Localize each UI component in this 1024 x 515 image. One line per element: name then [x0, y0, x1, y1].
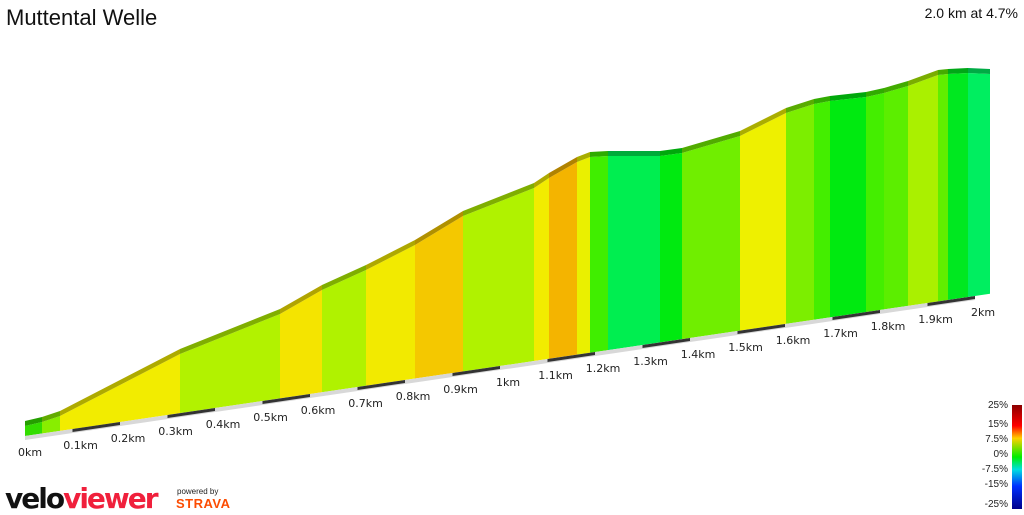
profile-segment [682, 136, 740, 340]
x-tick-label: 2km [971, 306, 995, 319]
profile-segment [908, 75, 938, 306]
profile-ridge-segment [280, 285, 322, 314]
x-tick-label: 0.2km [111, 432, 146, 445]
x-tick-label: 0km [18, 446, 42, 459]
profile-segment [322, 270, 366, 393]
legend-label: 7.5% [985, 434, 1008, 445]
profile-segment [42, 416, 60, 434]
x-tick-label: 1.4km [681, 348, 716, 361]
profile-segments [25, 73, 990, 436]
profile-ridge-segment [682, 131, 740, 153]
powered-by-label: powered by [177, 487, 219, 496]
veloviewer-logo: veloviewer [5, 482, 159, 515]
profile-ridge-segment [322, 265, 366, 290]
x-tick-label: 1.2km [586, 362, 621, 375]
x-tick-label: 1.7km [823, 327, 858, 340]
distance-axis [25, 296, 975, 440]
x-tick-label: 0.8km [396, 390, 431, 403]
x-tick-label: 1.3km [633, 355, 668, 368]
profile-ridge-segment [884, 81, 908, 93]
profile-segment [180, 314, 280, 414]
legend-label: 25% [987, 400, 1008, 411]
x-tick-label: 1.1km [538, 369, 573, 382]
legend-label: -15% [984, 479, 1008, 490]
profile-ridge-segment [830, 92, 866, 101]
profile-segment [938, 74, 948, 302]
profile-ridge-segment [534, 173, 549, 188]
profile-segment [60, 354, 180, 431]
profile-ridge-segment [577, 152, 590, 162]
profile-segment [660, 153, 682, 343]
distance-tick-labels: 0km 0.1km 0.2km 0.3km 0.4km 0.5km 0.6km 0.7km 0.… [18, 306, 995, 459]
legend-label: 0% [993, 449, 1008, 460]
profile-segment [463, 188, 534, 372]
profile-ridge-segment [590, 151, 608, 157]
profile-ridge-segment [549, 157, 577, 178]
strava-logo: STRAVA [176, 496, 231, 511]
profile-segment [366, 245, 415, 386]
profile-ridge-segment [968, 68, 990, 74]
profile-ridge-segment [938, 69, 948, 75]
profile-ridge-segment [608, 151, 660, 156]
legend-label: 15% [987, 419, 1008, 430]
profile-segment [830, 97, 866, 318]
profile-segment [534, 178, 549, 361]
x-tick-label: 1km [496, 376, 520, 389]
page-title: Muttental Welle [6, 5, 158, 30]
profile-segment [608, 156, 660, 351]
legend-label: -7.5% [981, 464, 1008, 475]
profile-ridge-segment [866, 88, 884, 97]
profile-segment [948, 73, 968, 300]
profile-segment [577, 157, 590, 355]
gradient-legend: 25% 15% 7.5% 0% -7.5% -15% -25% [960, 400, 1024, 512]
x-tick-label: 0.6km [301, 404, 336, 417]
x-tick-label: 0.3km [158, 425, 193, 438]
profile-ridge-segment [42, 411, 60, 422]
profile-ridge-segment [366, 240, 415, 270]
profile-ridge-segment [463, 183, 534, 216]
x-tick-label: 0.7km [348, 397, 383, 410]
profile-segment [884, 86, 908, 310]
x-tick-label: 1.5km [728, 341, 763, 354]
profile-ridge-segment [415, 211, 463, 245]
profile-ridge-segment [908, 70, 938, 86]
profile-segment [25, 422, 42, 436]
x-tick-label: 0.1km [63, 439, 98, 452]
profile-ridge-segment [660, 148, 682, 156]
profile-segment [786, 104, 814, 324]
segment-summary: 2.0 km at 4.7% [924, 5, 1018, 21]
x-tick-label: 1.8km [871, 320, 906, 333]
profile-segment [280, 290, 322, 399]
profile-segment [740, 113, 786, 331]
x-tick-label: 0.9km [443, 383, 478, 396]
profile-ridge-segment [60, 349, 180, 416]
profile-segment [968, 73, 990, 298]
profile-ridge-segment [814, 96, 830, 104]
profile-segment [814, 101, 830, 320]
x-tick-label: 0.5km [253, 411, 288, 424]
profile-ridge-segment [25, 417, 42, 426]
profile-ridge-segment [786, 99, 814, 113]
gradient-color-bar [1012, 405, 1022, 509]
legend-label: -25% [984, 499, 1008, 510]
profile-segment [549, 162, 577, 359]
profile-segment [415, 216, 463, 379]
x-tick-label: 0.4km [206, 418, 241, 431]
x-tick-label: 1.9km [918, 313, 953, 326]
profile-segment [866, 93, 884, 313]
profile-ridge [25, 68, 990, 426]
x-tick-label: 1.6km [776, 334, 811, 347]
profile-ridge-segment [740, 108, 786, 136]
profile-ridge-segment [180, 309, 280, 354]
profile-segment [590, 156, 608, 353]
profile-ridge-segment [948, 68, 968, 74]
